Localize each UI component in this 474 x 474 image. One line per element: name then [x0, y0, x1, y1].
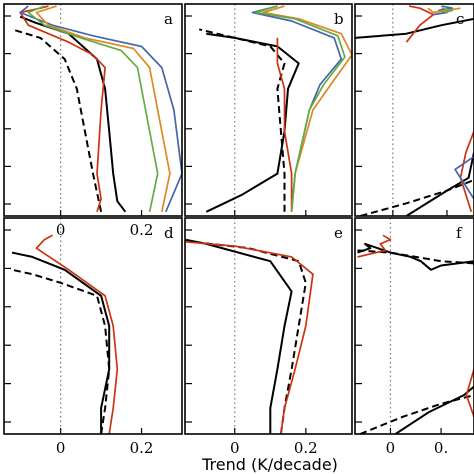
panel-frame	[3, 217, 183, 435]
series-line	[394, 385, 474, 434]
panel-letter: d	[164, 224, 174, 242]
series-line	[441, 7, 454, 14]
x-tick-label: 0	[56, 221, 66, 239]
x-tick-label: 0	[386, 439, 396, 457]
series-line	[405, 5, 435, 43]
panel-frame	[3, 3, 183, 217]
series-line	[27, 5, 159, 212]
x-axis-label: Trend (K/decade)	[201, 455, 338, 474]
panel-letter: f	[456, 224, 463, 242]
series-line	[11, 268, 111, 434]
series-line	[360, 179, 474, 216]
x-tick-label: 0	[56, 439, 66, 457]
series-line	[459, 130, 474, 213]
x-tick-label: 0	[230, 439, 240, 457]
series-group	[198, 5, 352, 213]
series-line	[191, 240, 307, 434]
panel-b: b	[184, 3, 353, 217]
panel-letter: a	[164, 10, 173, 28]
series-group	[357, 234, 474, 434]
series-line	[11, 28, 103, 213]
series-line	[433, 5, 454, 16]
x-tick-label: 0.2	[294, 439, 318, 457]
x-tick-label: 0.2	[130, 221, 154, 239]
series-line	[198, 28, 286, 212]
series-line	[11, 251, 111, 434]
series-group	[355, 5, 474, 216]
x-tick-label: 0.2	[130, 439, 154, 457]
series-line	[359, 394, 474, 434]
panel-letter: e	[334, 224, 343, 242]
series-line	[465, 368, 474, 417]
series-group	[11, 234, 119, 434]
panel-frame	[354, 3, 474, 217]
series-line	[185, 238, 293, 434]
panel-a: a 0 0.2	[3, 3, 183, 239]
panel-letter: c	[456, 10, 464, 28]
panel-c: c	[354, 3, 474, 217]
series-line	[35, 234, 119, 434]
series-line	[355, 17, 474, 39]
panel-frame	[184, 3, 353, 217]
x-tick-label: 0.	[434, 439, 448, 457]
panel-frame	[354, 217, 474, 435]
panel-e: e 0 0.2	[184, 217, 353, 457]
series-group	[11, 5, 182, 213]
panel-f: f 0 0.	[354, 217, 474, 457]
series-line	[427, 7, 461, 14]
series-line	[19, 5, 106, 213]
series-line	[357, 242, 474, 271]
series-line	[19, 5, 182, 213]
panel-letter: b	[334, 10, 344, 28]
series-line	[255, 5, 346, 212]
series-line	[262, 5, 352, 212]
series-line	[454, 155, 474, 200]
panel-d: d 0 0.2	[3, 217, 183, 457]
series-line	[357, 249, 474, 265]
series-line	[276, 37, 293, 212]
series-line	[35, 5, 171, 212]
series-line	[357, 234, 392, 258]
series-line	[185, 240, 314, 434]
series-line	[405, 152, 474, 216]
series-line	[19, 15, 127, 213]
panel-frame	[184, 217, 353, 435]
series-group	[185, 238, 314, 434]
